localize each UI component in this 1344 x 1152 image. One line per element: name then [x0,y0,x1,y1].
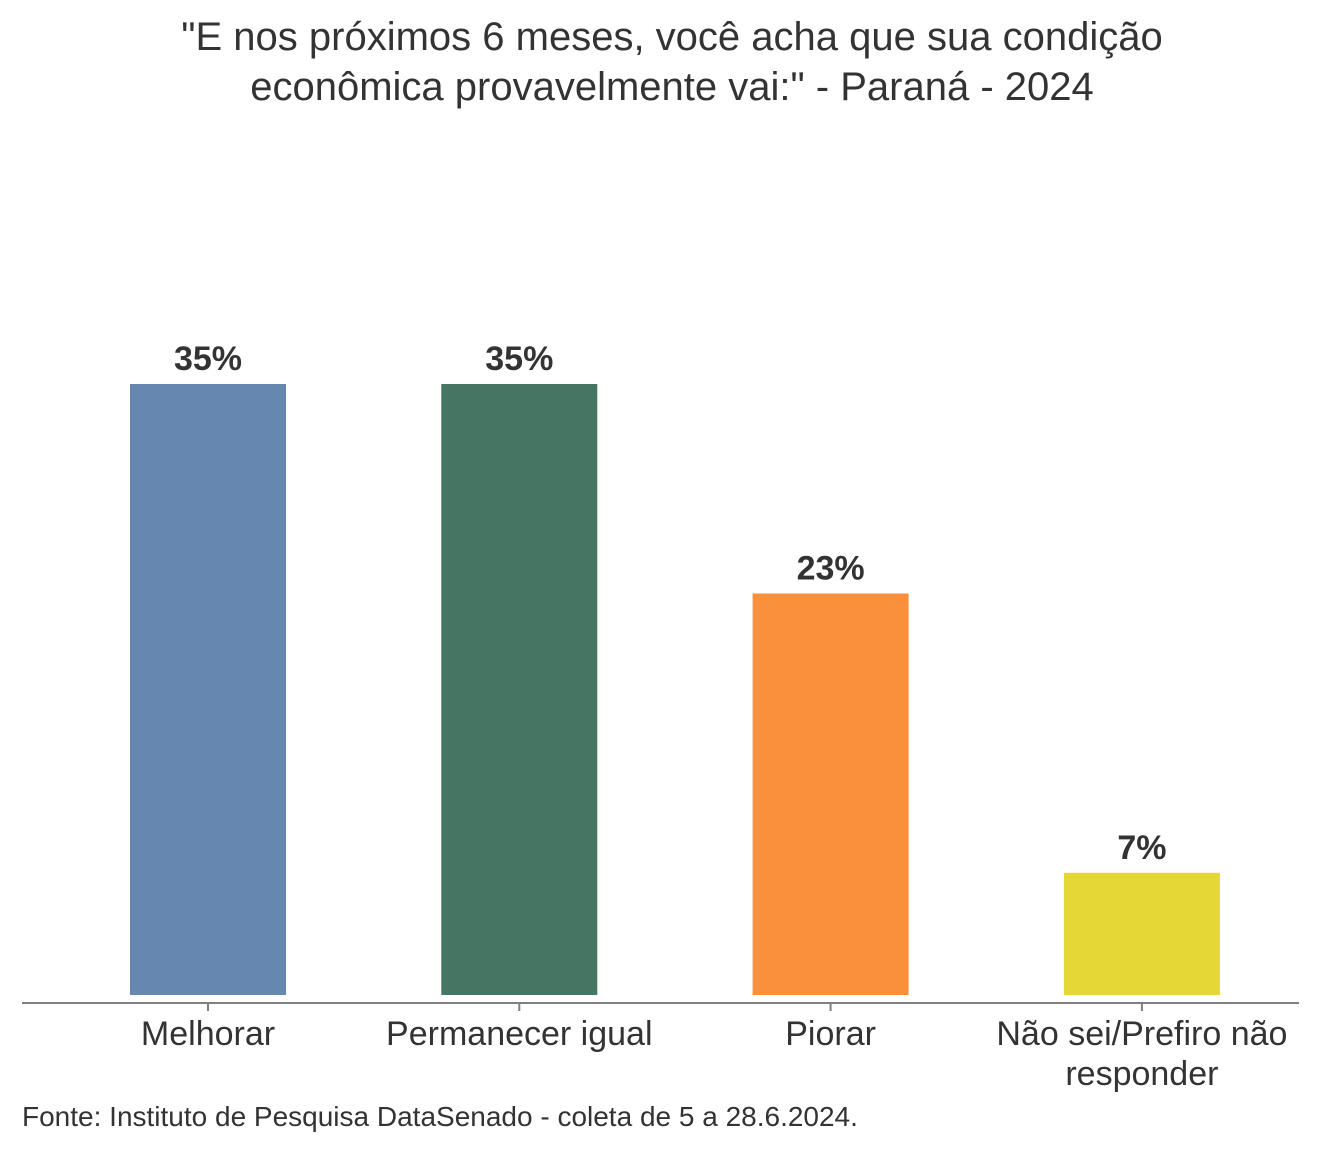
x-tick-label-2-line-0: Piorar [785,1015,876,1053]
value-label-0: 35% [174,340,242,378]
chart-title-line-2: econômica provavelmente vai:" - Paraná -… [250,65,1094,109]
value-label-2: 23% [797,550,865,588]
x-tick-label-0-line-0: Melhorar [141,1015,275,1053]
value-labels-layer: 35% 35% 23% 7% [174,340,1167,867]
bar-0 [130,384,286,995]
bar-2 [752,593,909,995]
x-tick-label-1-line-0: Permanecer igual [386,1015,652,1053]
x-tick-label-3: Não sei/Prefiro não responder [996,1015,1287,1093]
chart-title-line-1: "E nos próximos 6 meses, você acha que s… [181,15,1163,59]
x-tick-label-0: Melhorar [141,1015,275,1053]
bar-1 [441,384,598,995]
x-tick-label-2: Piorar [785,1015,876,1053]
source-note: Fonte: Instituto de Pesquisa DataSenado … [22,1101,858,1132]
x-tick-label-3-line-0: Não sei/Prefiro não [996,1015,1287,1053]
chart-title: "E nos próximos 6 meses, você acha que s… [0,12,1344,112]
x-tick-label-1: Permanecer igual [386,1015,652,1053]
x-axis-ticks-layer [207,1003,1143,1011]
bars-layer [130,384,1220,995]
x-tick-label-3-line-1: responder [1065,1055,1218,1093]
x-axis-tick-labels-layer: Melhorar Permanecer igual Piorar Não sei/Pr… [141,1015,1288,1093]
bar-3 [1063,872,1220,995]
value-label-1: 35% [485,340,553,378]
value-label-3: 7% [1117,829,1166,867]
